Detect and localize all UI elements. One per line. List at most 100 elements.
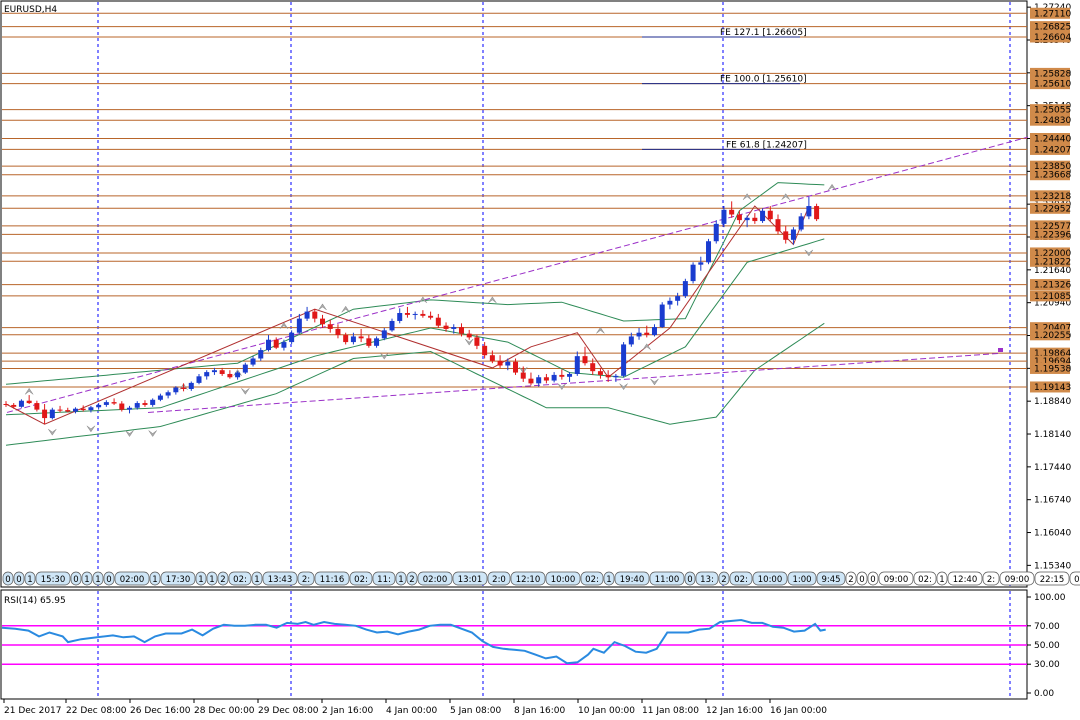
session-tag-label: 1: [27, 575, 32, 585]
fibo-expansion: FE 127.1 [1.26605] FE 100.0 [1.25610] FE 6…: [642, 28, 807, 150]
time-tick-label: 21 Dec 2017: [4, 706, 62, 716]
bear-candle: [474, 337, 480, 346]
session-tag-label: 1: [606, 575, 611, 585]
bear-candle: [343, 335, 349, 343]
bull-candle: [651, 327, 657, 336]
price-level-badge-label: 1.24440: [1034, 135, 1071, 145]
session-tag: [103, 571, 115, 586]
rsi-tick-label: 70.00: [1034, 622, 1060, 632]
session-tag: [228, 571, 252, 586]
bear-candle: [404, 312, 410, 315]
bull-candle: [505, 361, 511, 366]
session-tag-label: 1: [152, 575, 157, 585]
price-level-badge: [1030, 143, 1070, 155]
chart-shift-marker[interactable]: [998, 348, 1003, 352]
bear-candle: [34, 403, 40, 410]
bull-candle: [49, 409, 55, 419]
session-tag-label: 0: [5, 575, 10, 585]
fractal-up-icon: [596, 326, 605, 334]
bull-candle: [690, 264, 696, 282]
bear-candle: [227, 373, 233, 378]
session-tag: [856, 571, 868, 586]
session-tag-label: 02:00: [423, 575, 448, 585]
zigzag-lines: [5, 205, 810, 425]
bollinger-upper-band: [5, 182, 825, 385]
session-tag-label: 10:00: [551, 575, 576, 585]
price-level-badge-label: 1.27110: [1034, 9, 1071, 19]
price-level-badge: [1030, 381, 1070, 393]
price-level-badge: [1030, 255, 1070, 267]
price-level-badge: [1030, 78, 1070, 90]
price-tick-label: 1.15340: [1034, 561, 1071, 571]
session-tag-label: 09:00: [884, 575, 909, 585]
trendlines: [6, 136, 1029, 413]
session-tag-label: 22:15: [1040, 575, 1065, 585]
fractal-up-icon: [827, 183, 837, 191]
bull-candle: [258, 350, 264, 359]
session-tag-label: 11:16: [320, 575, 345, 585]
fractal-down-icon: [804, 249, 814, 257]
bull-candle: [188, 382, 194, 389]
bear-candle: [119, 403, 125, 410]
fractal-up-icon: [318, 303, 327, 311]
fibo-level-label: FE 100.0 [1.25610]: [720, 75, 807, 85]
bull-candle: [675, 296, 681, 301]
price-level-badge-label: 1.26825: [1034, 23, 1071, 33]
price-level-badge-label: 1.23218: [1034, 192, 1071, 202]
session-tag-label: 19:40: [620, 575, 645, 585]
bear-candle: [497, 360, 503, 366]
bear-candle: [181, 387, 187, 389]
bear-candle: [57, 409, 63, 411]
session-tag: [614, 571, 650, 586]
session-tag: [349, 571, 373, 586]
rsi-indicator: 100.00 70.00 50.00 30.00 0.00: [1, 593, 1066, 699]
session-tag: [314, 571, 350, 586]
bull-candle: [165, 392, 171, 396]
bear-candle: [520, 372, 526, 379]
rsi-line: [1, 618, 826, 665]
bull-candle: [659, 304, 665, 328]
session-tag: [92, 571, 104, 586]
price-level-badge: [1030, 355, 1070, 367]
session-tag: [262, 571, 298, 586]
session-tag: [545, 571, 581, 586]
bear-candle: [482, 345, 488, 356]
bear-candle: [26, 400, 32, 404]
session-tag: [1069, 571, 1080, 586]
bear-candle: [783, 231, 789, 240]
session-tag-label: 0: [73, 575, 78, 585]
session-tag: [406, 571, 418, 586]
session-tag: [718, 571, 730, 586]
time-tick-label: 8 Jan 16:00: [514, 706, 566, 716]
bull-candle: [289, 332, 295, 343]
session-tag: [149, 571, 161, 586]
bear-candle: [435, 317, 441, 326]
bear-candle: [80, 408, 86, 411]
bear-candle: [327, 324, 333, 329]
bull-candle: [397, 312, 403, 321]
session-tag: [417, 571, 453, 586]
price-level-badge-label: 1.19694: [1034, 357, 1071, 367]
bollinger-lower-band: [5, 322, 825, 446]
session-tag-label: 1: [254, 575, 259, 585]
time-tick-label: 10 Jan 00:00: [578, 706, 635, 716]
session-tag: [684, 571, 696, 586]
session-tag: [81, 571, 93, 586]
rsi-tick-label: 0.00: [1034, 689, 1054, 699]
session-tag: [580, 571, 604, 586]
session-tag: [729, 571, 753, 586]
price-level-badge-label: 1.25055: [1034, 106, 1071, 116]
bear-candle: [775, 219, 781, 232]
session-tag-label: 1: [939, 575, 944, 585]
price-level-badge: [1030, 247, 1070, 259]
price-level-badge: [1030, 31, 1070, 43]
bull-candle: [451, 327, 457, 329]
bull-candle: [18, 400, 24, 407]
bear-candle: [814, 206, 820, 220]
price-level-badge: [1030, 21, 1070, 33]
bull-candle: [567, 373, 573, 377]
candlesticks: [3, 196, 820, 425]
fibo-level-label: FE 127.1 [1.26605]: [720, 28, 807, 38]
fractal-up-icon: [642, 343, 651, 350]
